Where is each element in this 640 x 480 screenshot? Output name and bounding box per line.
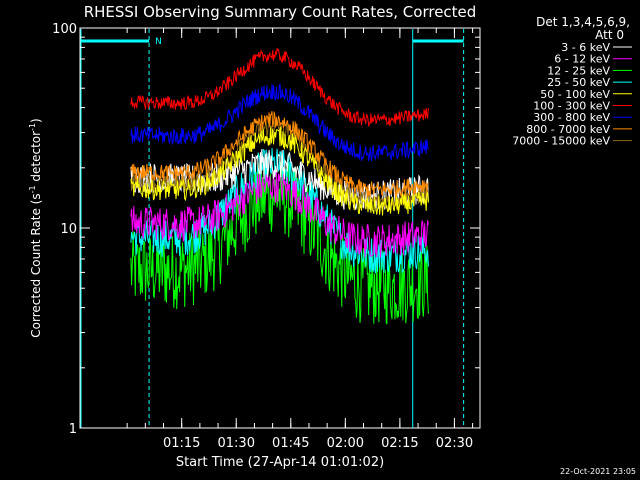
y-axis-label: Corrected Count Rate (s-1 detector-1): [28, 118, 43, 337]
y-tick-label: 1: [69, 422, 77, 437]
legend-label: 300 - 800 keV: [533, 111, 610, 124]
y-axis-label-sup1: -1: [28, 185, 37, 193]
chart-title: RHESSI Observing Summary Count Rates, Co…: [84, 3, 477, 21]
legend-header-1: Det 1,3,4,5,6,9,: [536, 15, 630, 29]
x-axis-label: Start Time (27-Apr-14 01:01:02): [176, 455, 384, 470]
legend-label: 12 - 25 keV: [547, 64, 610, 77]
plot-area: N: [80, 29, 465, 428]
x-tick-label: 02:30: [436, 436, 473, 451]
footer-date: 22-Oct-2021 23:05: [560, 467, 636, 476]
y-axis-label-end: ): [29, 118, 43, 123]
series-line: [130, 83, 429, 162]
series-line: [130, 161, 429, 325]
x-tick-label: 01:15: [163, 436, 200, 451]
legend-label: 100 - 300 keV: [533, 100, 610, 113]
axis-ticks: 1 10 100 01:15 01:30 01:45 02:00 02:15 02:30: [52, 22, 480, 451]
series-line: [130, 48, 429, 127]
series-line: [130, 148, 429, 274]
series-line: [130, 170, 429, 258]
series-line: [130, 111, 429, 199]
legend-label: 50 - 100 keV: [540, 88, 610, 101]
legend-label: 6 - 12 keV: [554, 53, 610, 66]
night-label: N: [155, 37, 162, 47]
x-tick-label: 01:30: [218, 436, 255, 451]
x-tick-label: 01:45: [272, 436, 309, 451]
legend-label: 25 - 50 keV: [547, 76, 610, 89]
y-axis-label-main: Corrected Count Rate (s: [29, 193, 43, 337]
legend-label: 800 - 7000 keV: [526, 123, 610, 136]
x-tick-label: 02:15: [381, 436, 418, 451]
x-tick-label: 02:00: [327, 436, 364, 451]
legend-header-2: Att 0: [595, 28, 624, 42]
y-tick-label: 10: [60, 222, 77, 237]
y-axis-label-mid: detector: [29, 131, 43, 186]
series-line: [130, 126, 429, 216]
legend-label: 3 - 6 keV: [561, 41, 610, 54]
y-tick-label: 100: [52, 22, 77, 37]
legend-label: 7000 - 15000 keV: [512, 135, 610, 148]
y-axis-label-sup2: -1: [28, 123, 37, 131]
